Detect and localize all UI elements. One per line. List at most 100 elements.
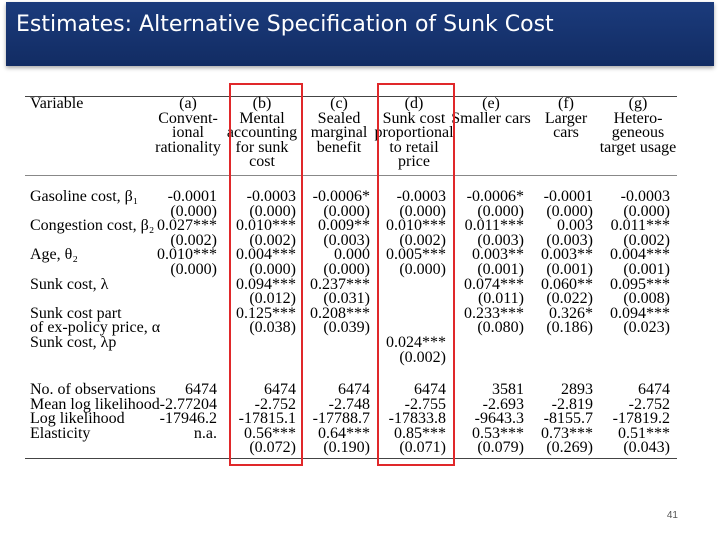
table-cell: (0.000): [170, 202, 217, 220]
column-header-e: (e): [482, 95, 500, 112]
table-cell: -0.0001: [167, 188, 217, 205]
stats-cell: (0.072): [249, 439, 296, 457]
column-header-g: target usage: [599, 138, 677, 156]
table-cell: 0.326*: [549, 304, 593, 322]
table-cell: 0.024***: [386, 334, 446, 351]
table-cell: (0.038): [249, 319, 296, 337]
stats-cell: 3581: [492, 381, 524, 398]
column-header-b: Mental: [239, 109, 285, 127]
row-label: Congestion cost, β₂: [30, 217, 155, 235]
stats-cell: 6474: [185, 381, 217, 398]
variable-header: Variable: [30, 95, 84, 112]
table-cell: 0.003: [557, 217, 593, 235]
table-cell: (0.000): [170, 261, 217, 278]
table-cell: (0.002): [399, 348, 446, 366]
stats-cell: -17833.8: [388, 410, 446, 428]
column-header-d: Sunk cost: [382, 109, 446, 127]
stats-cell: (0.071): [399, 439, 446, 457]
row-label: of ex-policy price, α: [30, 319, 161, 337]
column-header-d: proportional: [374, 124, 454, 141]
column-header-c: benefit: [316, 138, 362, 156]
stats-cell: -8155.7: [543, 410, 593, 428]
table-cell: (0.002): [170, 231, 217, 249]
column-header-b: for sunk: [235, 138, 289, 156]
column-header-f: cars: [553, 124, 579, 141]
table-cell: 0.060**: [541, 275, 593, 293]
table-cell: 0.208***: [310, 304, 370, 322]
stats-cell: -2.77204: [159, 395, 217, 413]
column-header-b: accounting: [226, 124, 298, 141]
stats-cell: (0.079): [477, 439, 524, 457]
table-cell: (0.022): [546, 290, 593, 308]
table-cell: (0.003): [323, 231, 370, 249]
stats-cell: 6474: [338, 381, 370, 398]
table-cell: -0.0006*: [466, 188, 524, 205]
table-cell: -0.0003: [246, 188, 296, 205]
stats-cell: n.a.: [193, 424, 217, 442]
stats-cell: 0.56***: [244, 424, 296, 442]
table-cell: -0.0006*: [312, 188, 370, 205]
table-cell: (0.008): [623, 290, 670, 308]
stats-label: No. of observations: [30, 381, 156, 398]
column-header-b: cost: [249, 153, 275, 170]
stats-cell: -2.752: [628, 395, 670, 413]
highlight-column-d: [377, 83, 455, 466]
table-cell: -0.0001: [543, 188, 593, 205]
column-header-f: Larger: [544, 109, 588, 127]
table-cell: (0.001): [623, 261, 670, 278]
stats-cell: -2.748: [328, 395, 370, 413]
table-cell: 0.004***: [610, 246, 670, 264]
column-header-a: Convent-: [158, 109, 218, 127]
table-cell: (0.080): [477, 319, 524, 337]
table-cell: 0.010***: [157, 246, 217, 264]
table-cell: (0.000): [623, 202, 670, 220]
table-cell: (0.000): [249, 202, 296, 220]
table-cell: 0.000: [334, 246, 370, 264]
table-cell: (0.002): [399, 231, 446, 249]
row-label: Age, θ₂: [30, 246, 78, 264]
stats-cell: -2.752: [254, 395, 296, 413]
stats-cell: (0.190): [323, 439, 370, 457]
column-header-f: (f): [558, 95, 574, 112]
table-cell: 0.003**: [472, 246, 524, 264]
row-label: Sunk cost, λp: [30, 334, 117, 351]
column-header-g: Hetero-: [613, 109, 663, 127]
stats-cell: (0.043): [623, 439, 670, 457]
table-cell: (0.000): [399, 261, 446, 278]
table-cell: (0.031): [323, 290, 370, 308]
stats-cell: 0.51***: [618, 424, 670, 442]
table-cell: 0.094***: [236, 275, 296, 293]
table-cell: (0.011): [477, 290, 524, 308]
column-header-a: rationality: [155, 138, 221, 156]
table-top-rule: [25, 96, 677, 97]
table-bottom-rule: [25, 458, 677, 459]
table-cell: (0.002): [623, 231, 670, 249]
highlight-column-b: [229, 83, 303, 466]
stats-cell: -17819.2: [612, 410, 670, 428]
table-cell: (0.000): [399, 202, 446, 220]
table-cell: 0.237***: [310, 275, 370, 293]
table-header-rule: [25, 175, 677, 176]
table-cell: 0.074***: [464, 275, 524, 293]
table-cell: 0.010***: [236, 217, 296, 235]
column-header-c: Sealed: [317, 109, 361, 127]
table-cell: (0.039): [323, 319, 370, 337]
stats-cell: -9643.3: [474, 410, 524, 428]
table-cell: 0.011***: [610, 217, 670, 235]
row-label: Gasoline cost, β₁: [30, 188, 139, 205]
stats-cell: -17815.1: [238, 410, 296, 428]
stats-cell: (0.269): [546, 439, 593, 457]
column-header-e: Smaller cars: [451, 109, 531, 127]
table-cell: (0.186): [546, 319, 593, 337]
stats-cell: -17946.2: [159, 410, 217, 428]
table-cell: (0.002): [249, 231, 296, 249]
table-cell: 0.003**: [541, 246, 593, 264]
table-cell: (0.000): [323, 261, 370, 278]
column-header-g: geneous: [611, 124, 665, 141]
stats-cell: 0.85***: [394, 424, 446, 442]
table-cell: (0.001): [477, 261, 524, 278]
stats-cell: 2893: [561, 381, 593, 398]
stats-cell: -2.755: [404, 395, 446, 413]
stats-cell: -17788.7: [312, 410, 370, 428]
column-header-b: (b): [252, 95, 272, 112]
